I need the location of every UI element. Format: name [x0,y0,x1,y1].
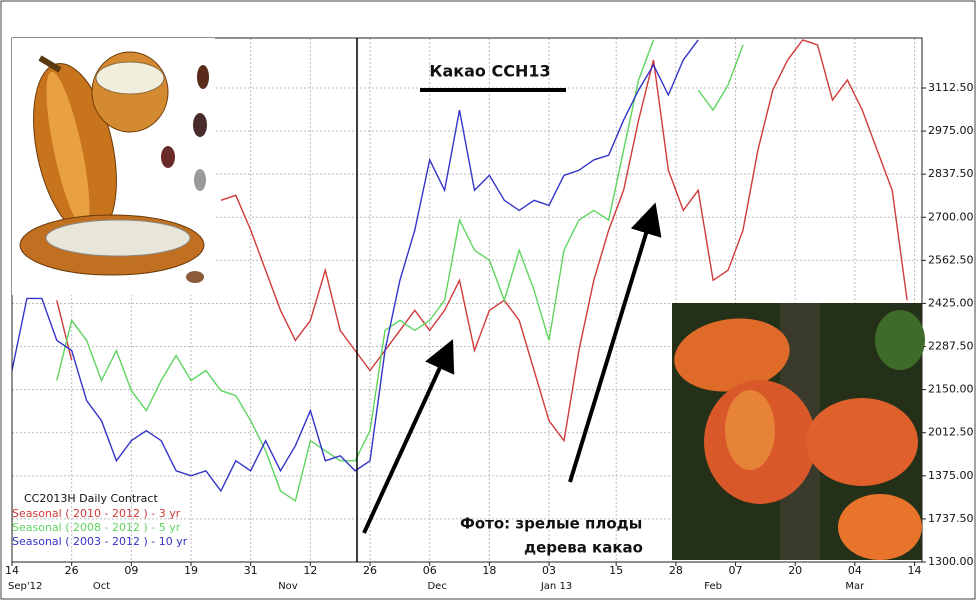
photo-right [670,303,925,560]
annotation: Фото: зрелые плоды [460,515,642,533]
y-tick-label: 2425.00 [928,296,974,309]
legend-entry: Seasonal ( 2008 - 2012 ) - 5 yr [12,521,181,534]
y-tick-label: 3112.50 [928,81,974,94]
x-tick-label: 20 [788,564,802,577]
x-tick-label: 03 [542,564,556,577]
x-tick-label: 14 [908,564,922,577]
legend-title: CC2013H Daily Contract [24,492,158,505]
x-tick-label: 07 [729,564,743,577]
y-tick-label: 2975.00 [928,124,974,137]
legend-entry: Seasonal ( 2003 - 2012 ) - 10 yr [12,535,188,548]
x-tick-label: 28 [669,564,683,577]
annotation: дерева какао [524,539,643,557]
x-tick-label: 14 [5,564,19,577]
y-tick-label: 2700.00 [928,210,974,223]
chart: Какао CCH13 Фото: зрелые плоды дерева ка… [0,0,976,600]
x-tick-label: 04 [848,564,862,577]
x-month-label: Jan 13 [540,581,572,592]
y-tick-label: 1300.00 [928,555,974,568]
x-tick-label: 26 [363,564,377,577]
y-tick-label: 1737.50 [928,512,974,525]
x-month-label: Dec [427,581,446,592]
y-tick-label: 2837.50 [928,167,974,180]
x-tick-label: 19 [184,564,198,577]
x-month-label: Oct [93,581,110,592]
y-tick-label: 2562.50 [928,253,974,266]
x-tick-label: 12 [303,564,317,577]
x-month-label: Mar [845,581,865,592]
x-tick-label: 26 [65,564,79,577]
x-month-label: Sep'12 [8,581,42,592]
y-tick-label: 1375.00 [928,469,974,482]
x-tick-label: 31 [244,564,258,577]
chart-title: Какао CCH13 [429,62,550,81]
x-tick-label: 15 [609,564,623,577]
x-month-label: Nov [278,581,298,592]
x-tick-label: 06 [423,564,437,577]
y-tick-label: 2287.50 [928,340,974,353]
x-tick-label: 18 [482,564,496,577]
illustration-left [12,38,215,295]
x-tick-label: 09 [124,564,138,577]
x-month-label: Feb [704,581,722,592]
y-tick-label: 2012.50 [928,426,974,439]
legend-entry: Seasonal ( 2010 - 2012 ) - 3 yr [12,507,181,520]
y-tick-label: 2150.00 [928,383,974,396]
